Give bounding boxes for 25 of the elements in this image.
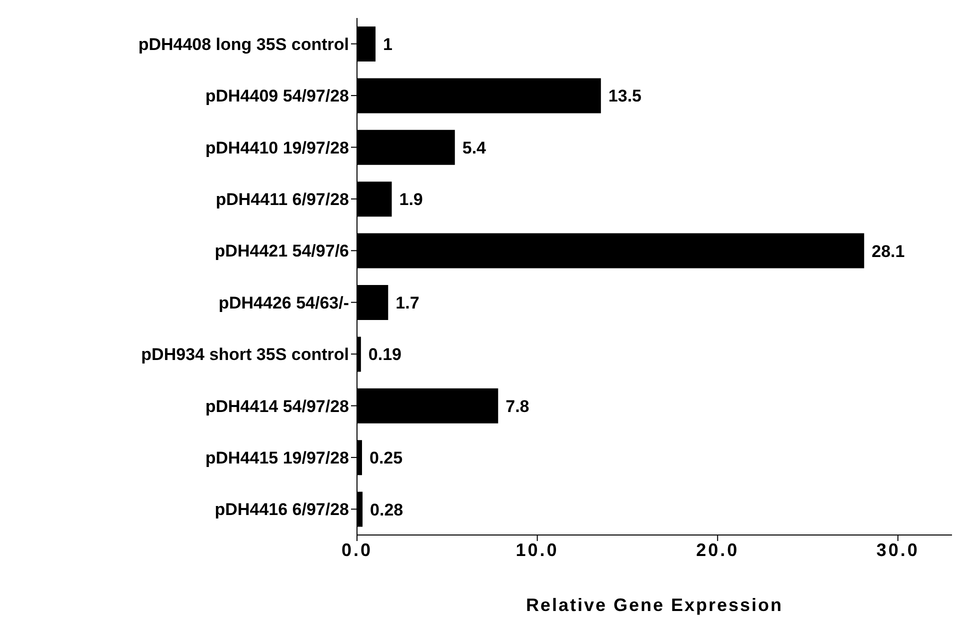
data-label: 5.4 [462,138,487,158]
y-tick-label: pDH4414 54/97/28 [205,396,349,416]
data-label: 1 [383,35,392,54]
y-tick-label: pDH4421 54/97/6 [214,242,349,261]
data-label: 1.9 [399,190,423,210]
data-label: 0.28 [370,500,404,520]
data-label: 0.19 [368,345,402,364]
y-tick-label: pDH4409 54/97/28 [205,86,349,106]
data-label: 1.7 [396,294,420,313]
data-label: 0.25 [370,448,403,468]
x-tick-label: 10.0 [516,540,559,560]
y-tick-label: pDH4410 19/97/28 [205,138,349,158]
data-label: 28.1 [872,242,905,261]
y-tick-label: pDH4426 54/63/- [218,293,349,312]
y-tick-label: pDH4411 6/97/28 [216,190,349,209]
y-tick-label: pDH4408 long 35S control [138,34,349,54]
y-tick-label: pDH4416 6/97/28 [214,500,349,520]
x-tick-label: 0.0 [341,540,373,560]
y-tick-label: pDH4415 19/97/28 [205,448,349,468]
x-axis-title: Relative Gene Expression [526,595,784,615]
data-label: 13.5 [608,86,642,106]
y-tick-label: pDH934 short 35S control [141,345,349,364]
x-tick-label: 20.0 [696,540,740,560]
data-label: 7.8 [506,396,530,416]
x-tick-label: 30.0 [876,540,920,560]
